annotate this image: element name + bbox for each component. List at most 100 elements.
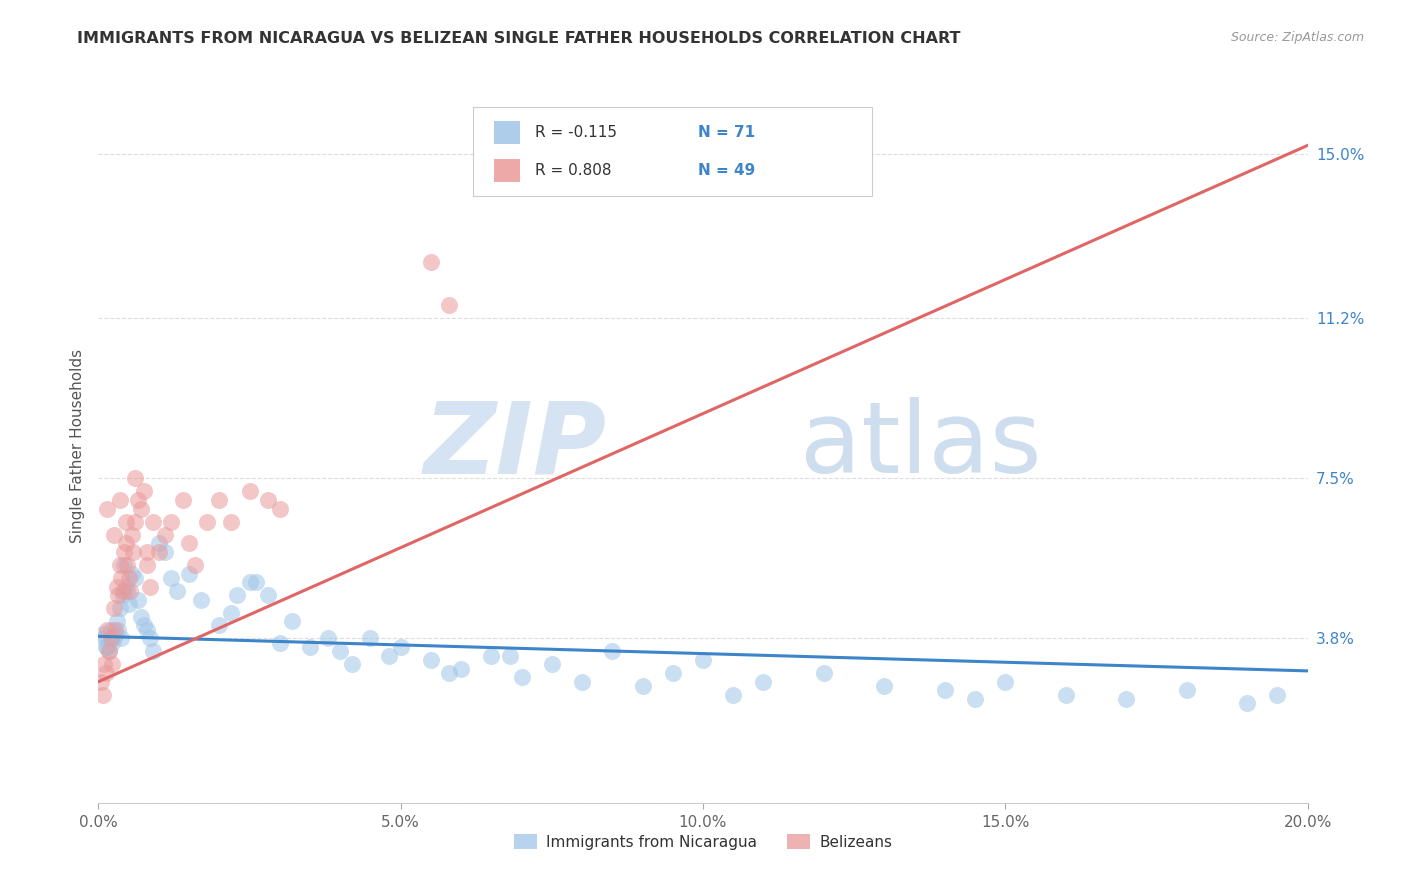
Point [571,674,593,689]
Point [122,545,145,559]
Y-axis label: Single Father Households: Single Father Households [69,349,84,543]
Point [129,610,152,624]
Point [110,571,132,585]
Point [239,484,262,499]
Point [108,558,131,572]
FancyBboxPatch shape [494,159,520,182]
Point [153,527,176,541]
Point [100,632,122,646]
Point [118,597,141,611]
Point [166,583,188,598]
Point [450,662,472,676]
Point [108,601,131,615]
Point [661,666,683,681]
Point [111,588,134,602]
Point [631,679,654,693]
Text: IMMIGRANTS FROM NICARAGUA VS BELIZEAN SINGLE FATHER HOUSEHOLDS CORRELATION CHART: IMMIGRANTS FROM NICARAGUA VS BELIZEAN SI… [77,31,960,46]
Point [127,592,149,607]
Point [256,588,278,602]
Point [124,571,146,585]
Point [96,623,118,637]
Point [153,545,176,559]
Point [114,580,136,594]
Point [239,575,262,590]
Point [121,566,143,581]
Point [96,501,118,516]
Point [510,670,533,684]
Point [813,666,835,681]
Text: atlas: atlas [800,398,1042,494]
Point [208,618,231,632]
Point [1115,692,1137,706]
Point [389,640,412,654]
Point [127,493,149,508]
Point [98,644,121,658]
Point [281,614,304,628]
Point [139,632,162,646]
Point [132,484,155,499]
Point [132,618,155,632]
Point [105,614,128,628]
Point [94,640,117,654]
Point [1236,696,1258,710]
Point [124,471,146,485]
Point [723,688,745,702]
Point [184,558,207,572]
Point [226,588,249,602]
Point [93,657,115,672]
Point [329,644,352,658]
Point [160,515,183,529]
Point [269,636,291,650]
Point [135,558,157,572]
Point [190,592,212,607]
Point [121,527,143,541]
Point [316,632,339,646]
Point [540,657,562,672]
Point [269,501,291,516]
Text: R = 0.808: R = 0.808 [534,163,612,178]
Point [98,644,121,658]
Point [107,623,129,637]
Point [692,653,714,667]
Point [135,623,157,637]
Text: ZIP: ZIP [423,398,606,494]
Point [103,527,125,541]
Point [195,515,218,529]
Point [420,653,443,667]
Point [208,493,231,508]
Point [139,580,162,594]
Point [114,515,136,529]
Point [111,583,134,598]
Point [256,493,278,508]
Point [873,679,896,693]
Point [100,623,122,637]
Point [142,515,165,529]
Text: Source: ZipAtlas.com: Source: ZipAtlas.com [1230,31,1364,45]
Point [105,580,128,594]
Point [221,606,243,620]
Point [994,674,1017,689]
FancyBboxPatch shape [474,107,872,196]
Point [117,583,139,598]
Point [100,657,122,672]
Point [96,640,118,654]
Point [360,632,382,646]
Text: R = -0.115: R = -0.115 [534,125,617,140]
Point [117,558,139,572]
Point [142,644,165,658]
Point [90,674,112,689]
Point [420,255,443,269]
Point [342,657,364,672]
Text: N = 49: N = 49 [699,163,755,178]
FancyBboxPatch shape [494,121,520,145]
Point [118,583,141,598]
Point [103,601,125,615]
Point [437,298,460,312]
Point [118,571,141,585]
Point [1175,683,1198,698]
Point [129,501,152,516]
Point [107,588,129,602]
Point [1054,688,1077,702]
Point [934,683,956,698]
Point [179,536,201,550]
